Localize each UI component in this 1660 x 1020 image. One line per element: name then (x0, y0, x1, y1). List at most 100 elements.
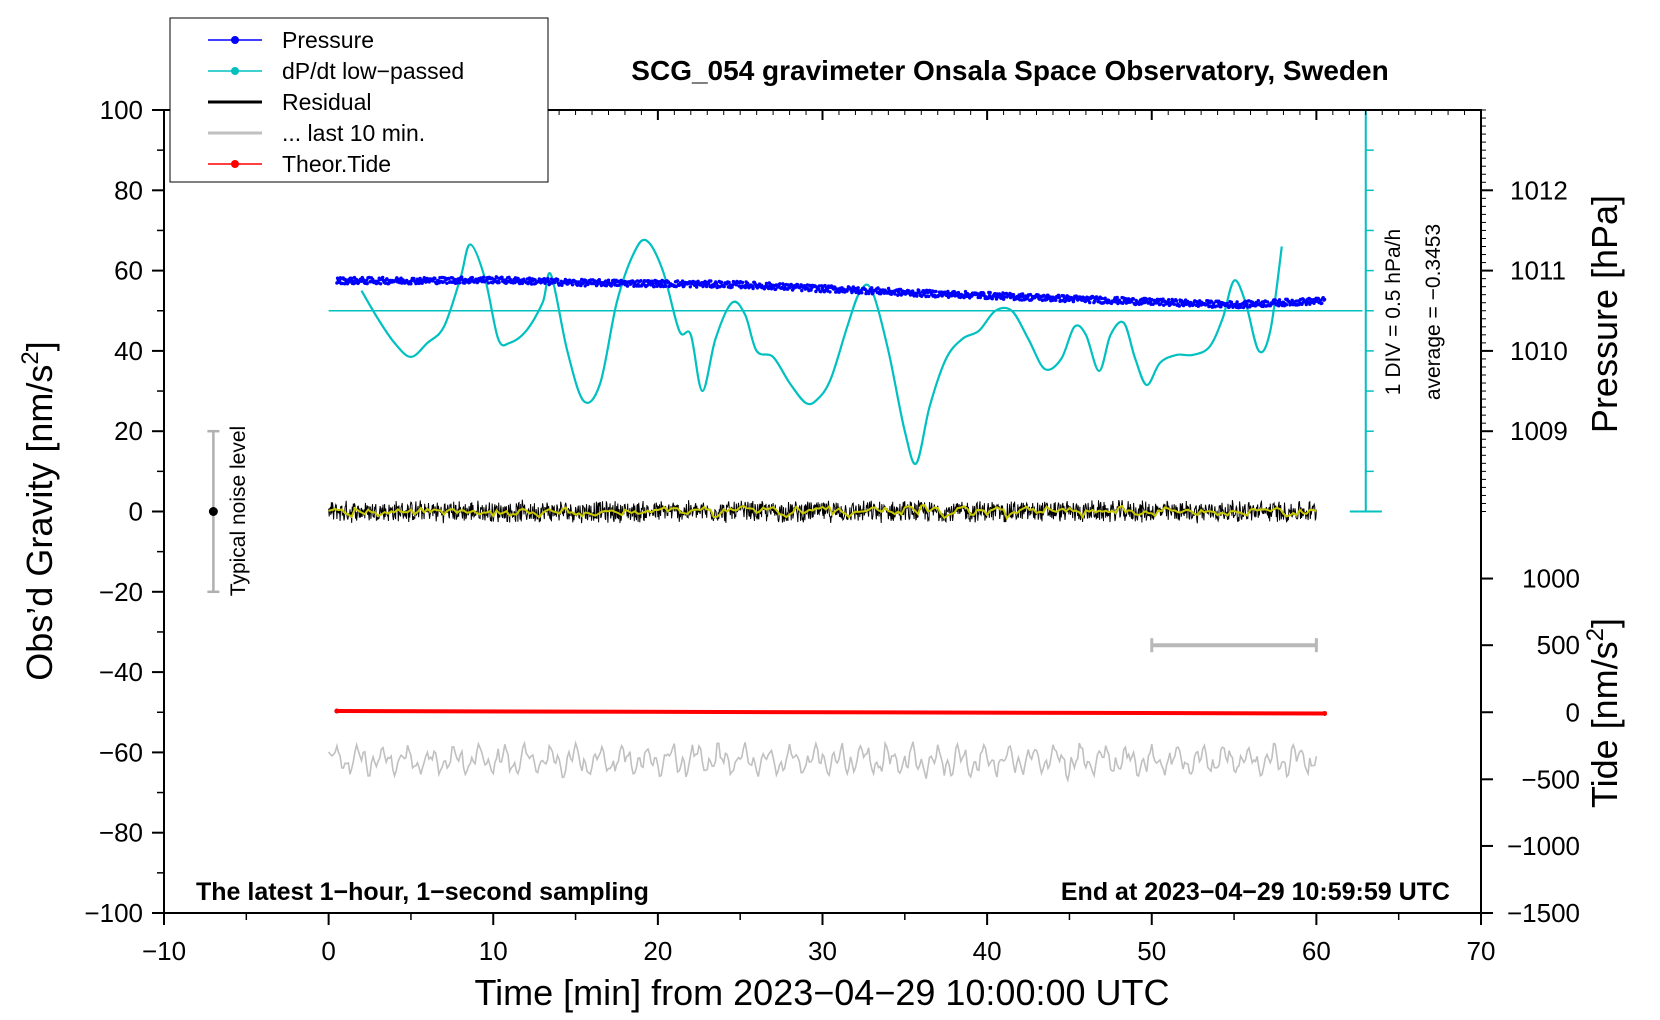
series-pressure-point (1036, 293, 1040, 297)
noise-bar-label: Typical noise level (227, 426, 250, 596)
series-pressure-point (570, 283, 575, 287)
legend-box (169, 17, 549, 183)
series-pressure-point (579, 283, 583, 288)
series-pressure-point (529, 282, 534, 286)
series-pressure-point (722, 284, 726, 289)
series-pressure-point (1320, 301, 1324, 305)
series-pressure-point (1277, 298, 1282, 302)
series-pressure-point (652, 284, 656, 289)
series-pressure-point (1131, 297, 1136, 301)
series-pressure-point (606, 278, 611, 282)
pressure-tick-label: 1009 (1510, 416, 1568, 446)
series-pressure-point (682, 284, 686, 288)
plot-area: 1 DIV = 0.5 hPa/h average = −0.3453 Typica… (207, 109, 1445, 783)
series-pressure-point (651, 281, 655, 286)
legend-label: dP/dt low−passed (282, 58, 464, 84)
series-pressure-point (625, 284, 630, 288)
series-pressure-point (1092, 299, 1097, 303)
series-pressure-point (563, 277, 568, 282)
axes: −10 0 10 20 30 40 50 60 70100806040200−20−40−60−… (84, 95, 1580, 966)
series-pressure-point (1115, 295, 1119, 300)
series-pressure-point (580, 277, 584, 282)
series-pressure-point (934, 289, 938, 294)
series-pressure-point (645, 283, 649, 288)
x-tick-label: 30 (808, 936, 837, 966)
series-pressure-point (445, 281, 449, 285)
x-tick-label: 60 (1302, 936, 1331, 966)
y-axis-label-tide: Tide [nm/s2] (1582, 618, 1625, 808)
series-pressure-point (667, 284, 671, 289)
legend-label: ... last 10 min. (282, 120, 425, 146)
series-pressure-point (338, 279, 342, 283)
series-pressure-point (1245, 302, 1249, 306)
series-pressure-point (583, 284, 587, 288)
tide-tick-label: −500 (1521, 764, 1580, 794)
series-pressure-point (751, 286, 755, 291)
legend-swatch-marker (231, 67, 239, 75)
series-pressure-point (1273, 298, 1277, 302)
series-pressure-point (860, 291, 864, 295)
series-pressure-point (764, 281, 769, 286)
series-pressure-point (609, 284, 613, 288)
legend-swatch-marker (231, 160, 239, 168)
series-pressure-point (743, 285, 748, 290)
series-pressure-point (1238, 305, 1243, 309)
series-pressure-point (500, 275, 504, 279)
series-pressure-point (986, 296, 990, 300)
series-pressure-point (1083, 299, 1088, 304)
series-pressure-point (956, 290, 961, 295)
y-axis-label-left-close: ] (19, 341, 60, 351)
series-pressure-point (1167, 298, 1171, 302)
series-pressure-point (828, 290, 832, 294)
series-pressure-point (1174, 299, 1179, 303)
series-pressure-point (962, 295, 966, 300)
series-pressure-point (378, 282, 383, 286)
series-pressure-point (915, 294, 919, 298)
series-pressure-point (1103, 296, 1107, 300)
series-pressure-point (1212, 301, 1216, 305)
series-pressure-point (740, 280, 745, 285)
y-axis-label-left: Obs’d Gravity [nm/s2] (17, 341, 60, 680)
tide-tick-label: 1000 (1522, 564, 1580, 594)
series-pressure-point (1151, 302, 1155, 306)
series-pressure-point (1256, 299, 1261, 303)
series-pressure-point (497, 280, 501, 285)
y-tick-label: 40 (114, 336, 143, 366)
tide-tick-label: 500 (1537, 630, 1580, 660)
series-pressure-point (617, 283, 621, 287)
series-dpdt-line (360, 238, 1283, 465)
legend-label: Residual (282, 89, 372, 115)
legend: Pressure dP/dt low−passed Residual ... last… (169, 17, 549, 183)
tide-tick-label: −1500 (1507, 898, 1580, 928)
x-tick-label: 10 (479, 936, 508, 966)
x-tick-label: 0 (321, 936, 335, 966)
series-pressure-point (659, 282, 664, 286)
series-pressure-point (800, 288, 804, 293)
legend-label: Pressure (282, 27, 374, 53)
series-pressure-point (1143, 300, 1147, 305)
series-pressure-point (750, 284, 755, 288)
series-pressure-point (457, 281, 462, 285)
series-pressure-point (597, 278, 601, 282)
series-pressure-point (1057, 296, 1062, 300)
series-pressure-point (470, 275, 474, 280)
series-pressure-point (1159, 302, 1163, 306)
series-pressure-point (714, 281, 719, 285)
series-pressure-point (990, 297, 994, 301)
y-axis-label-left-sup: 2 (17, 351, 44, 364)
y-tick-label: 80 (114, 175, 143, 205)
series-pressure-point (1088, 300, 1092, 305)
series-pressure-point (778, 282, 782, 286)
series-pressure-point (675, 279, 680, 283)
x-tick-label: −10 (142, 936, 186, 966)
y-tick-label: −100 (84, 898, 143, 928)
tide-tick-label: 0 (1566, 697, 1580, 727)
y-tick-label: 60 (114, 256, 143, 286)
series-pressure-point (365, 281, 369, 286)
series-pressure-point (704, 284, 709, 289)
series-pressure-point (546, 276, 550, 281)
y-axis-label-tide-close: ] (1584, 618, 1625, 628)
series-pressure-point (412, 276, 416, 281)
series-pressure-point (688, 285, 692, 289)
